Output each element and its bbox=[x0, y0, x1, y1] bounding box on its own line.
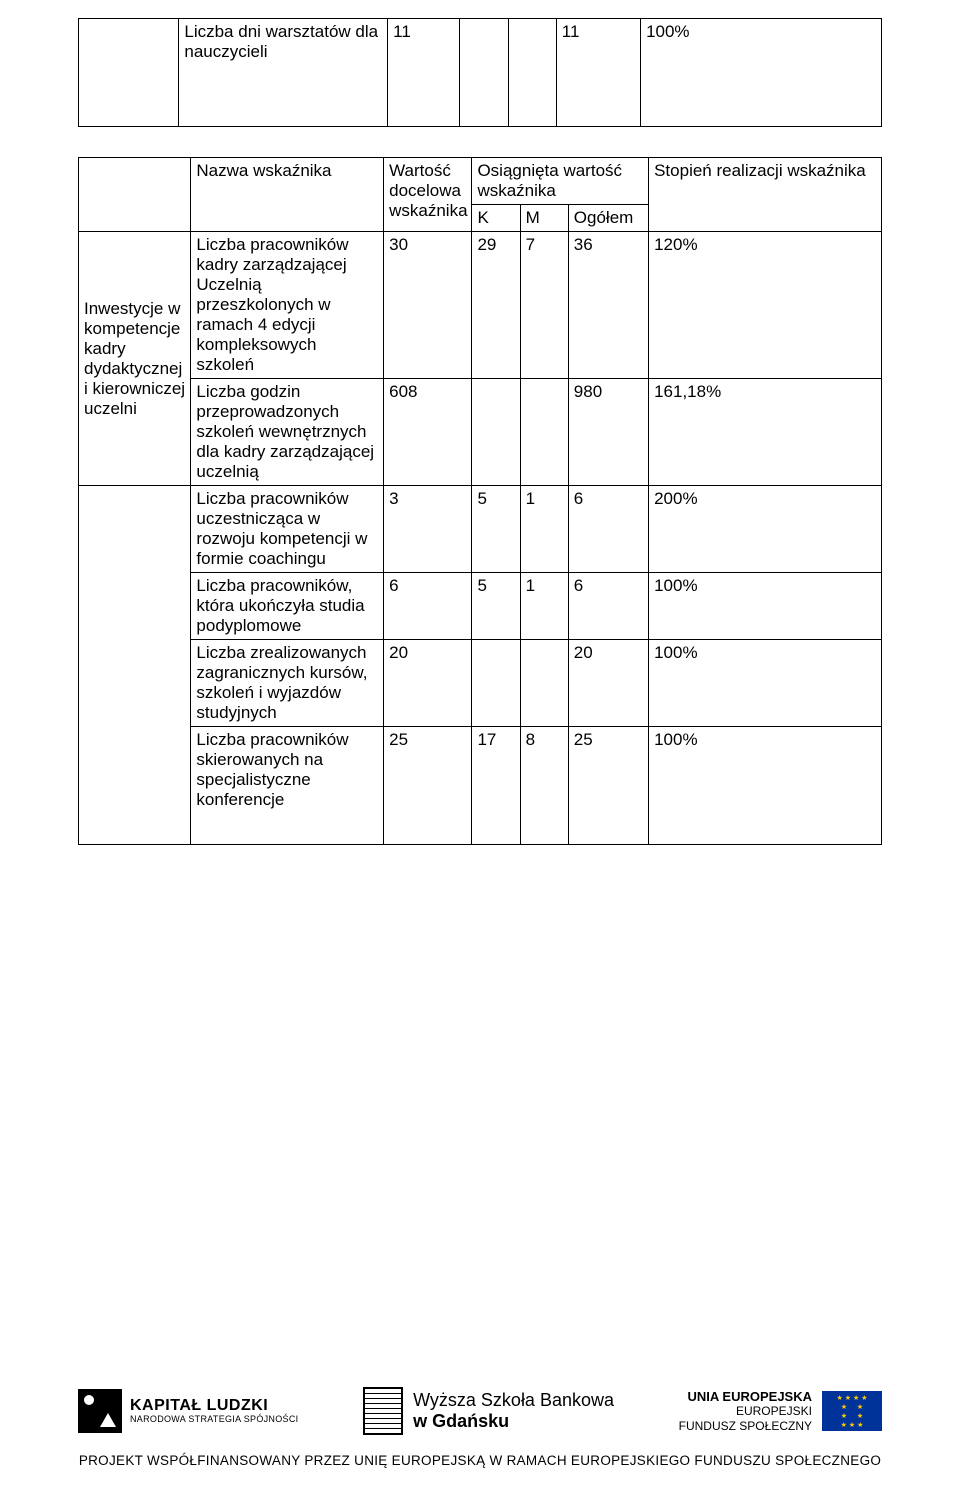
logo-eu: UNIA EUROPEJSKA EUROPEJSKI FUNDUSZ SPOŁE… bbox=[679, 1389, 882, 1433]
cell-m bbox=[520, 640, 568, 727]
cell-m: 1 bbox=[520, 573, 568, 640]
cell-m bbox=[508, 19, 556, 127]
cell-target: 30 bbox=[384, 232, 472, 379]
header-degree: Stopień realizacji wskaźnika bbox=[649, 158, 882, 232]
cell-degree: 120% bbox=[649, 232, 882, 379]
cell-m: 1 bbox=[520, 486, 568, 573]
header-name: Nazwa wskaźnika bbox=[191, 158, 384, 232]
eu-line3: FUNDUSZ SPOŁECZNY bbox=[679, 1419, 812, 1433]
cell-target: 20 bbox=[384, 640, 472, 727]
table-workshop-days: Liczba dni warsztatów dla nauczycieli 11… bbox=[78, 18, 882, 127]
cell-label: Liczba dni warsztatów dla nauczycieli bbox=[179, 19, 388, 127]
cell-total: 25 bbox=[568, 727, 648, 845]
header-total: Ogółem bbox=[568, 205, 648, 232]
cell-k bbox=[472, 379, 520, 486]
cell-total: 6 bbox=[568, 573, 648, 640]
table-row: Liczba pracowników skierowanych na specj… bbox=[79, 727, 882, 845]
header-m: M bbox=[520, 205, 568, 232]
logo-kapital-ludzki: KAPITAŁ LUDZKI NARODOWA STRATEGIA SPÓJNO… bbox=[78, 1389, 298, 1433]
cell-degree: 161,18% bbox=[649, 379, 882, 486]
cell-k bbox=[472, 640, 520, 727]
cell-m: 7 bbox=[520, 232, 568, 379]
cell-k: 29 bbox=[472, 232, 520, 379]
cell-name: Liczba godzin przeprowadzonych szkoleń w… bbox=[191, 379, 384, 486]
table-row: Liczba zrealizowanych zagranicznych kurs… bbox=[79, 640, 882, 727]
cell-target: 6 bbox=[384, 573, 472, 640]
table-row: Inwestycje w kompetencje kadry dydaktycz… bbox=[79, 232, 882, 379]
table-row: Liczba godzin przeprowadzonych szkoleń w… bbox=[79, 379, 882, 486]
table-row: Liczba pracowników uczestnicząca w rozwo… bbox=[79, 486, 882, 573]
cell-name: Liczba pracowników kadry zarządzającej U… bbox=[191, 232, 384, 379]
table-row: Liczba pracowników, która ukończyła stud… bbox=[79, 573, 882, 640]
cell-degree: 100% bbox=[649, 727, 882, 845]
cell-target: 11 bbox=[388, 19, 460, 127]
cell-k: 5 bbox=[472, 486, 520, 573]
cell-target: 3 bbox=[384, 486, 472, 573]
cell-degree: 100% bbox=[649, 573, 882, 640]
cell-name: Liczba pracowników, która ukończyła stud… bbox=[191, 573, 384, 640]
kl-title: KAPITAŁ LUDZKI bbox=[130, 1397, 298, 1415]
header-k: K bbox=[472, 205, 520, 232]
footer: KAPITAŁ LUDZKI NARODOWA STRATEGIA SPÓJNO… bbox=[0, 1387, 960, 1468]
footer-disclaimer: PROJEKT WSPÓŁFINANSOWANY PRZEZ UNIĘ EURO… bbox=[79, 1453, 881, 1468]
table-header-row: Nazwa wskaźnika Wartość docelowa wskaźni… bbox=[79, 158, 882, 205]
cell-target: 25 bbox=[384, 727, 472, 845]
cell-name: Liczba zrealizowanych zagranicznych kurs… bbox=[191, 640, 384, 727]
kl-sub: NARODOWA STRATEGIA SPÓJNOŚCI bbox=[130, 1415, 298, 1425]
cell-m: 8 bbox=[520, 727, 568, 845]
cell-total: 36 bbox=[568, 232, 648, 379]
eu-flag-icon bbox=[822, 1391, 882, 1431]
wsb-line2: w Gdańsku bbox=[413, 1411, 614, 1432]
cell-total: 6 bbox=[568, 486, 648, 573]
logo-wsb: Wyższa Szkoła Bankowa w Gdańsku bbox=[363, 1387, 614, 1435]
cell-degree: 100% bbox=[641, 19, 882, 127]
eu-line1: UNIA EUROPEJSKA bbox=[679, 1389, 812, 1405]
header-achieved: Osiągnięta wartość wskaźnika bbox=[472, 158, 649, 205]
cell-total: 980 bbox=[568, 379, 648, 486]
cell-total: 20 bbox=[568, 640, 648, 727]
eu-line2: EUROPEJSKI bbox=[679, 1404, 812, 1418]
cell-k: 17 bbox=[472, 727, 520, 845]
cell-m bbox=[520, 379, 568, 486]
cell-degree: 200% bbox=[649, 486, 882, 573]
wsb-icon bbox=[363, 1387, 403, 1435]
table-indicators: Nazwa wskaźnika Wartość docelowa wskaźni… bbox=[78, 157, 882, 845]
table-row: Liczba dni warsztatów dla nauczycieli 11… bbox=[79, 19, 882, 127]
header-target: Wartość docelowa wskaźnika bbox=[384, 158, 472, 232]
section-label: Inwestycje w kompetencje kadry dydaktycz… bbox=[79, 232, 191, 486]
cell-degree: 100% bbox=[649, 640, 882, 727]
cell-name: Liczba pracowników skierowanych na specj… bbox=[191, 727, 384, 845]
cell-k: 5 bbox=[472, 573, 520, 640]
cell-total: 11 bbox=[556, 19, 640, 127]
kapital-ludzki-icon bbox=[78, 1389, 122, 1433]
cell-k bbox=[460, 19, 508, 127]
wsb-line1: Wyższa Szkoła Bankowa bbox=[413, 1390, 614, 1411]
cell-name: Liczba pracowników uczestnicząca w rozwo… bbox=[191, 486, 384, 573]
cell-target: 608 bbox=[384, 379, 472, 486]
